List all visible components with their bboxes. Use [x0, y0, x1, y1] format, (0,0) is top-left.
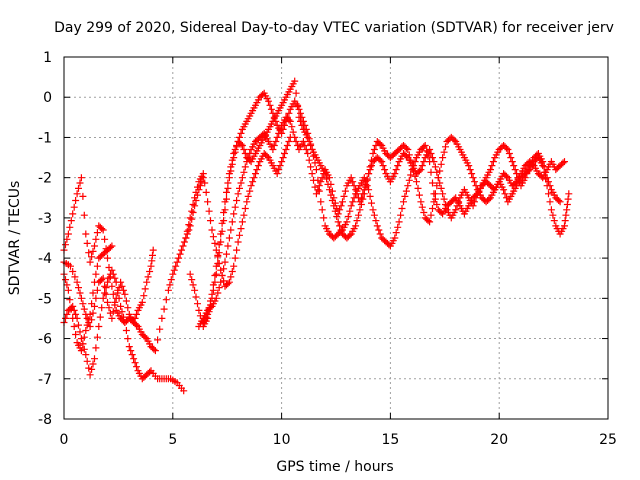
marker-path [199, 77, 573, 326]
y-tick-label: -2 [38, 171, 52, 187]
x-tick-label: 0 [60, 432, 69, 448]
marker-path [60, 246, 157, 330]
series-track-a [60, 246, 157, 330]
series-track-h [182, 133, 294, 290]
marker-path [60, 174, 207, 355]
x-tick-label: 25 [599, 432, 617, 448]
marker-path [182, 133, 294, 290]
x-tick-label: 5 [168, 432, 177, 448]
x-tick-label: 15 [381, 432, 399, 448]
chart-title: Day 299 of 2020, Sidereal Day-to-day VTE… [54, 20, 614, 36]
series-track-g [199, 77, 573, 326]
y-axis-label: SDTVAR / TECUs [7, 181, 23, 296]
marker-path [186, 89, 564, 330]
series-track-c [60, 174, 207, 355]
marker-path [195, 113, 568, 330]
x-axis-label: GPS time / hours [276, 459, 393, 475]
series-track-f [195, 113, 568, 330]
y-tick-label: -1 [38, 130, 52, 146]
plot-frame [63, 56, 609, 420]
y-tick-label: -3 [38, 211, 52, 227]
data-markers [60, 77, 573, 395]
series-track-e [186, 89, 564, 330]
y-tick-label: -4 [38, 251, 52, 267]
y-tick-label: -7 [38, 372, 52, 388]
x-tick-label: 10 [273, 432, 291, 448]
y-tick-label: 0 [43, 90, 52, 106]
y-tick-label: 1 [43, 50, 52, 66]
y-tick-label: -5 [38, 291, 52, 307]
y-tick-label: -6 [38, 332, 52, 348]
x-tick-label: 20 [490, 432, 508, 448]
y-tick-label: -8 [38, 412, 52, 428]
